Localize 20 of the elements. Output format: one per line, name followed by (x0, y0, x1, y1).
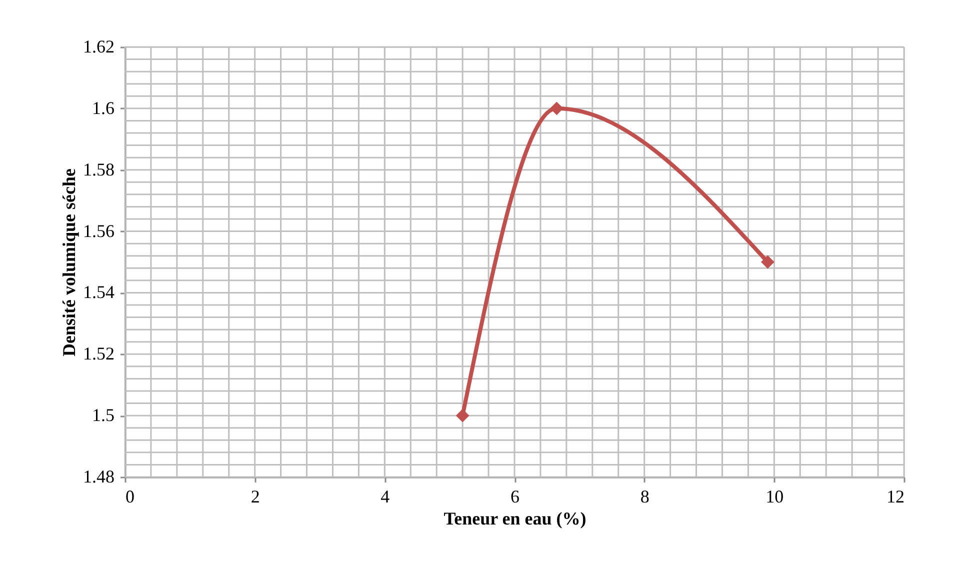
point (456, 408, 470, 422)
x-tick-label: 8 (640, 486, 650, 506)
y-tick-label: 1.54 (83, 282, 114, 302)
y-tick-label: 1.6 (92, 98, 114, 118)
x-tick-label: 4 (380, 486, 390, 506)
y-tick-label: 1.58 (83, 159, 114, 180)
x-axis-title: Teneur en eau (%) (444, 508, 586, 528)
y-tick-label: 1.52 (83, 344, 114, 364)
x-tick-label: 0 (126, 486, 134, 506)
y-tick-label: 1.56 (83, 220, 114, 241)
y-tick-label: 1.48 (83, 466, 114, 486)
point (550, 102, 564, 116)
x-tick-label: 10 (766, 486, 784, 506)
y-tick-label: 1.62 (83, 36, 114, 56)
y-tick-label: 1.5 (92, 405, 114, 426)
point (760, 255, 774, 269)
x-tick-label: 6 (510, 486, 520, 506)
x-tick-label: 12 (886, 486, 904, 506)
y-axis-title: Densité volumique séche (59, 168, 79, 356)
x-tick-label: 2 (250, 486, 260, 506)
